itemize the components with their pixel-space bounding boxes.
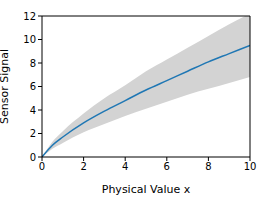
svg-text:6: 6	[164, 161, 170, 172]
svg-text:0: 0	[39, 161, 45, 172]
svg-text:12: 12	[23, 11, 36, 22]
svg-text:10: 10	[244, 161, 257, 172]
svg-text:10: 10	[23, 34, 36, 45]
svg-text:2: 2	[30, 128, 36, 139]
svg-text:4: 4	[122, 161, 128, 172]
svg-text:4: 4	[30, 105, 36, 116]
svg-text:8: 8	[30, 58, 36, 69]
svg-text:2: 2	[80, 161, 86, 172]
svg-text:8: 8	[205, 161, 211, 172]
svg-text:0: 0	[30, 152, 36, 163]
svg-text:Physical Value x: Physical Value x	[102, 183, 191, 196]
svg-text:Sensor Signal: Sensor Signal	[8, 49, 11, 124]
svg-text:6: 6	[30, 81, 36, 92]
